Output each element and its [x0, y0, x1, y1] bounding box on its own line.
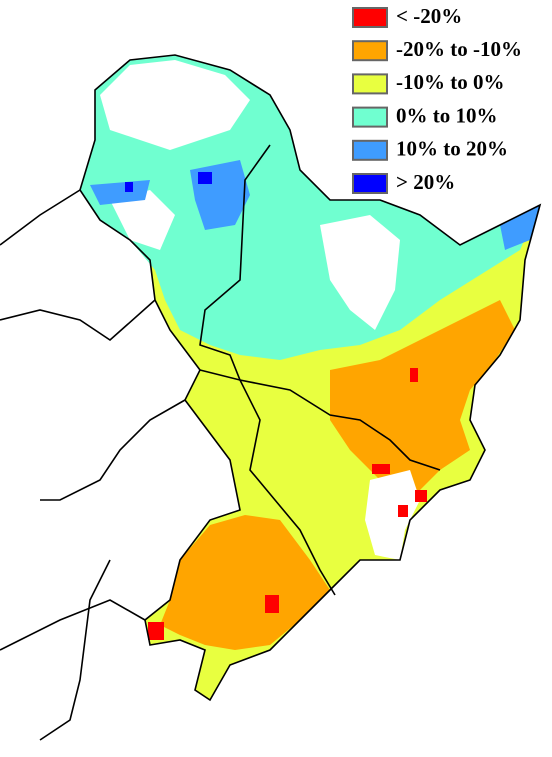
region-red — [148, 622, 164, 640]
outside-border — [0, 299, 156, 342]
region-red — [372, 464, 390, 474]
outside-border — [0, 599, 146, 651]
region-red — [415, 490, 427, 502]
legend-swatch — [352, 73, 388, 95]
region-red — [410, 368, 418, 382]
legend-swatch — [352, 106, 388, 128]
outer-border — [79, 54, 542, 702]
outside-border — [40, 399, 186, 501]
legend-label: -10% to 0% — [396, 70, 505, 94]
legend-label: 10% to 20% — [396, 137, 508, 161]
legend-swatch — [352, 173, 388, 194]
legend-swatch — [352, 139, 388, 161]
legend-label: > 20% — [396, 170, 455, 194]
province-border — [199, 369, 336, 596]
legend-label: < -20% — [396, 4, 462, 28]
legend-swatch — [352, 7, 388, 28]
region-blue — [90, 180, 150, 205]
outside-border — [39, 559, 111, 741]
map-fill — [80, 55, 540, 700]
region-darkblue — [125, 182, 133, 192]
legend: < -20% -20% to -10% -10% to 0% 0% to 10% 10%… — [352, 4, 522, 194]
region-white — [365, 470, 420, 560]
region-white — [110, 190, 175, 250]
region-white — [100, 60, 250, 150]
legend-label: 0% to 10% — [396, 103, 498, 127]
region-red — [398, 505, 408, 517]
region-orange — [160, 515, 330, 650]
region-orange — [330, 300, 515, 500]
region-red — [265, 595, 279, 613]
borders — [0, 54, 542, 741]
legend-label: -20% to -10% — [396, 37, 522, 61]
region-darkblue — [198, 172, 212, 184]
outside-border — [0, 189, 81, 246]
region-white — [320, 215, 400, 330]
legend-swatch — [352, 40, 388, 62]
